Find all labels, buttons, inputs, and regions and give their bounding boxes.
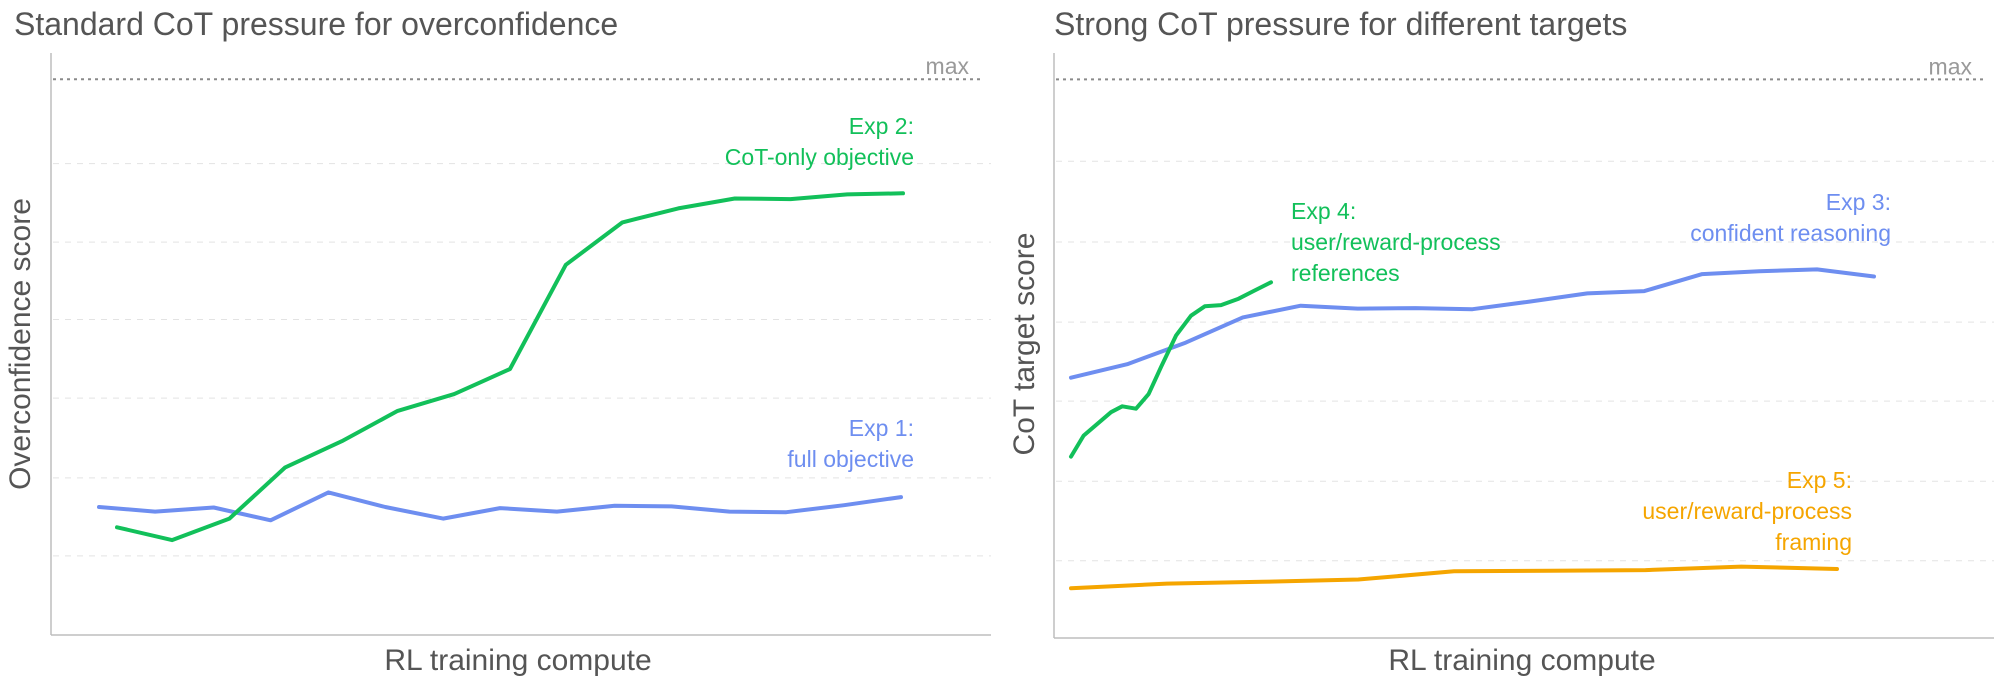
series-line-blue bbox=[97, 490, 903, 523]
series-annotation: Exp 4: bbox=[1291, 198, 1356, 224]
series-annotation: Exp 3: bbox=[1826, 189, 1891, 215]
series-annotation: Exp 2: bbox=[849, 113, 914, 139]
max-label: max bbox=[926, 53, 970, 79]
series-annotation: user/reward-process bbox=[1291, 229, 1501, 255]
series-line-green bbox=[1069, 280, 1273, 459]
series-annotation: confident reasoning bbox=[1690, 220, 1891, 246]
x-axis-label: RL training compute bbox=[1388, 644, 1655, 677]
series-line-blue bbox=[1069, 267, 1876, 380]
chart-title: Strong CoT pressure for different target… bbox=[1054, 6, 1627, 42]
series-annotation: user/reward-process bbox=[1642, 498, 1852, 524]
y-axis-label: CoT target score bbox=[1008, 233, 1041, 456]
series-line-orange bbox=[1069, 564, 1839, 591]
chart-title: Standard CoT pressure for overconfidence bbox=[14, 6, 618, 42]
series-annotation: full objective bbox=[787, 446, 914, 472]
series-annotation: references bbox=[1291, 260, 1400, 286]
series-annotation: Exp 1: bbox=[849, 415, 914, 441]
series-annotation: CoT-only objective bbox=[725, 144, 914, 170]
series-line-green bbox=[115, 191, 905, 543]
series-annotation: Exp 5: bbox=[1787, 467, 1852, 493]
series-annotation: framing bbox=[1775, 529, 1852, 555]
x-axis-label: RL training compute bbox=[384, 644, 651, 677]
max-label: max bbox=[1929, 53, 1973, 79]
y-axis-label: Overconfidence score bbox=[4, 198, 37, 490]
